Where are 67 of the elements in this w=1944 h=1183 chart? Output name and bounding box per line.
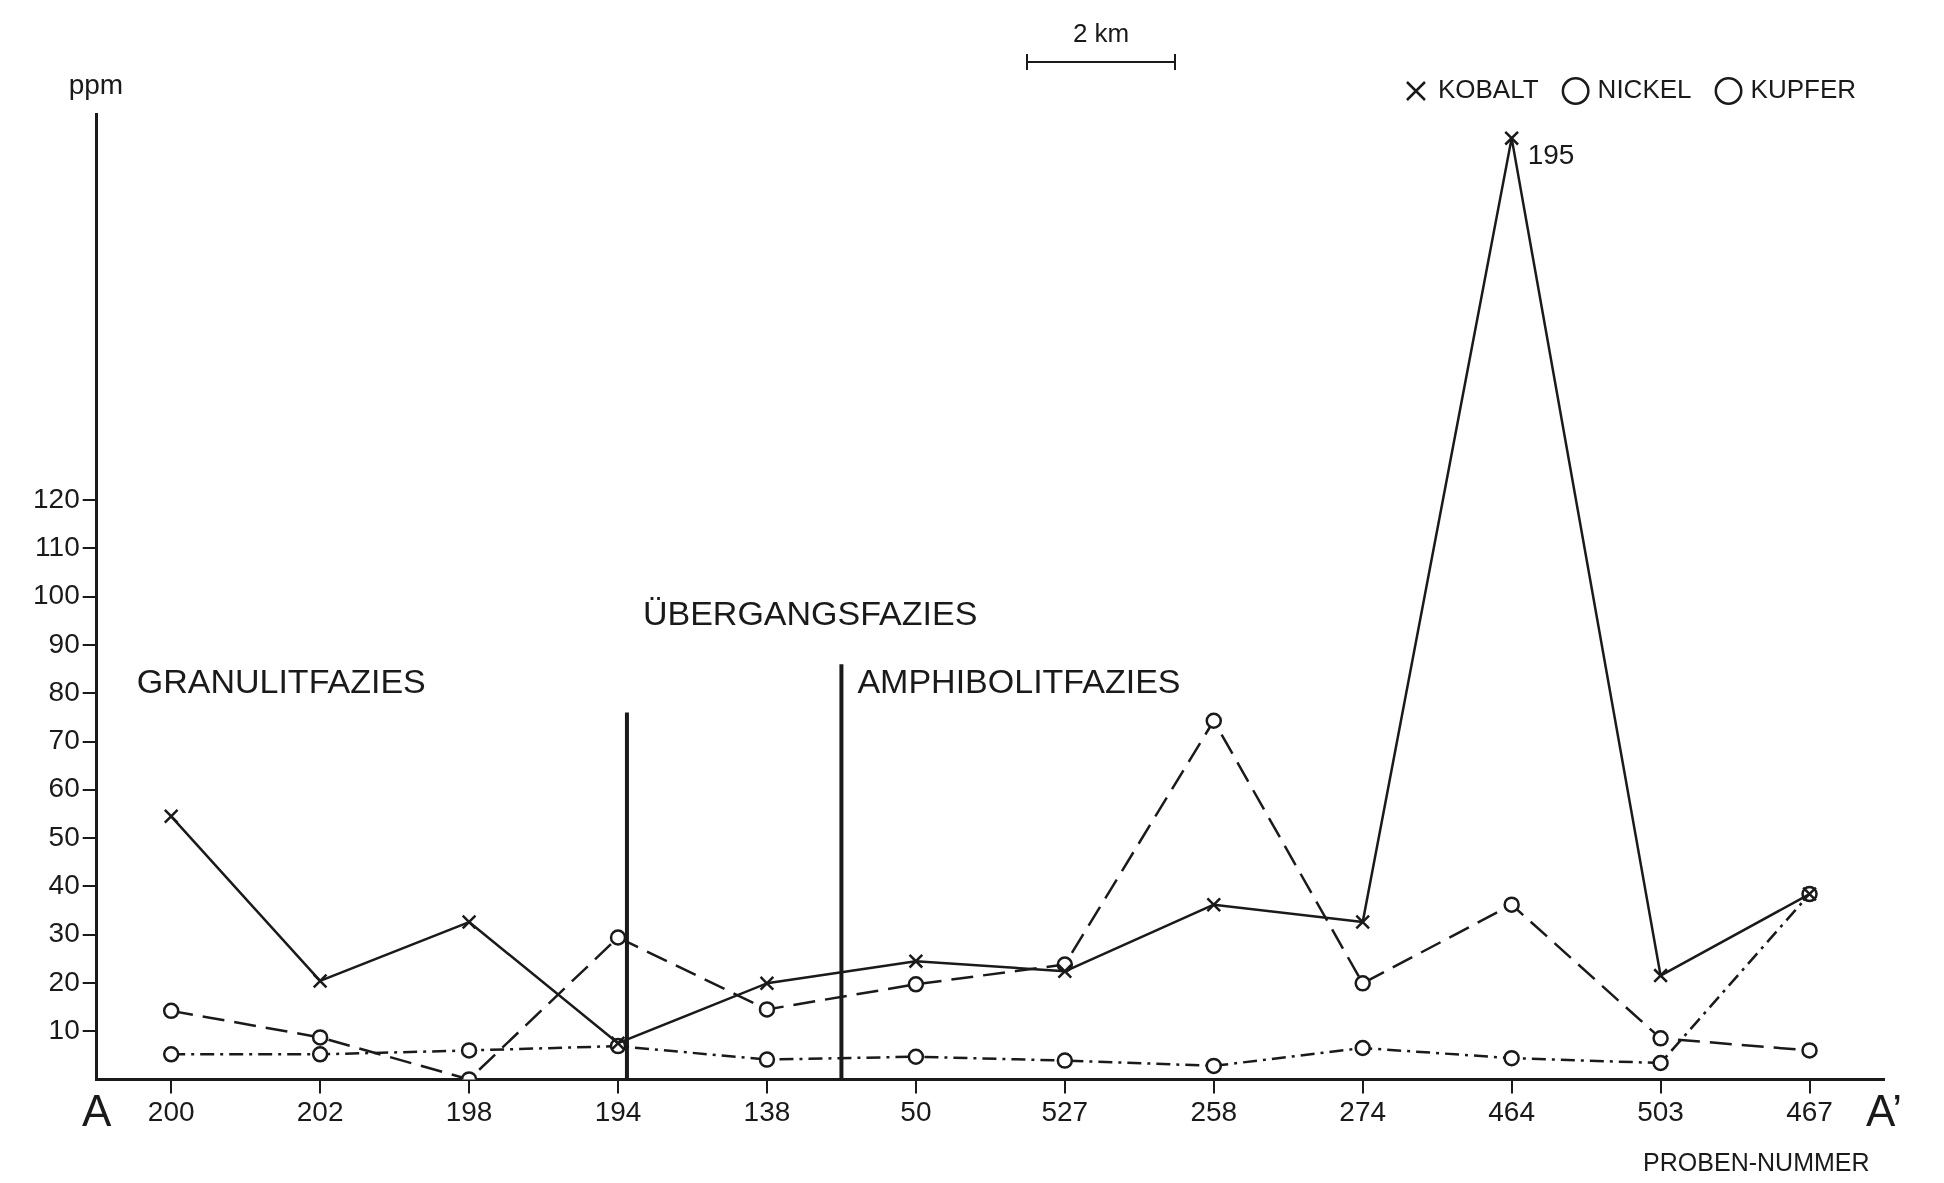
- point: [162, 1046, 180, 1063]
- point: [609, 929, 627, 946]
- point: [908, 953, 924, 969]
- x-tick-label: 194: [594, 1095, 642, 1127]
- point: [461, 914, 477, 930]
- point: [1354, 975, 1371, 992]
- point: [1354, 1039, 1371, 1057]
- point: [1057, 963, 1073, 979]
- y-tick-label: 40: [48, 869, 80, 901]
- point: [1652, 968, 1669, 984]
- x-tick-label: 464: [1488, 1095, 1536, 1127]
- x-tick-label: 138: [743, 1095, 791, 1127]
- point: [1503, 896, 1520, 913]
- point: [907, 1048, 925, 1065]
- x-tick-label: 50: [900, 1095, 932, 1127]
- x-tick-label: 274: [1339, 1095, 1387, 1127]
- point: [1652, 1030, 1669, 1047]
- legend-label: NICKEL: [1597, 74, 1692, 105]
- point: [1205, 1057, 1223, 1075]
- point: [758, 1001, 776, 1018]
- y-tick-label: 30: [48, 917, 80, 949]
- x-tick-label: 200: [147, 1095, 195, 1127]
- legend-label: KOBALT: [1437, 74, 1539, 105]
- annotation: GRANULITFAZIES: [136, 661, 426, 700]
- text: A: [82, 1085, 113, 1135]
- y-tick-label: 80: [48, 675, 80, 707]
- y-tick-label: 10: [48, 1013, 80, 1045]
- y-tick-label: 20: [48, 965, 80, 997]
- point: [1503, 1049, 1520, 1067]
- y-tick-label: 70: [48, 724, 80, 756]
- point: [758, 1051, 776, 1068]
- y-tick-label: 100: [33, 579, 80, 611]
- legend-label: KUPFER: [1750, 74, 1857, 105]
- point: [1205, 712, 1223, 729]
- x-tick-label: 258: [1190, 1095, 1238, 1127]
- point: [460, 1042, 478, 1059]
- y-tick-label: 90: [48, 627, 80, 659]
- point: [163, 808, 179, 824]
- x-tick-label: 527: [1041, 1095, 1089, 1127]
- point: [1056, 1052, 1074, 1069]
- point: [1801, 1042, 1818, 1059]
- x-axis-title: PROBEN-NUMMER: [1643, 1147, 1870, 1176]
- text: 2 km: [1071, 18, 1131, 49]
- x-tick-label: 503: [1637, 1095, 1684, 1127]
- x-tick-label: 202: [296, 1095, 344, 1127]
- point: [1355, 914, 1371, 930]
- y-tick-label: 120: [33, 482, 80, 514]
- point: [610, 1035, 626, 1051]
- data-label: 195: [1527, 138, 1575, 170]
- x-tick-label: 467: [1786, 1095, 1833, 1127]
- y-tick-label: 50: [48, 820, 80, 852]
- point: [162, 1002, 180, 1020]
- point: [311, 1046, 329, 1063]
- point: [312, 973, 328, 989]
- point: [1504, 130, 1520, 146]
- y-tick-label: 60: [48, 772, 80, 804]
- y-tick-label: 110: [35, 531, 80, 563]
- x-tick-label: 198: [445, 1095, 493, 1127]
- point: [759, 975, 775, 991]
- y-axis-title: ppm: [68, 68, 124, 100]
- point: [1652, 1054, 1669, 1072]
- point: [1206, 897, 1222, 913]
- annotation: ÜBERGANGSFAZIES: [642, 594, 978, 633]
- text: A’: [1866, 1085, 1902, 1135]
- annotation: AMPHIBOLITFAZIES: [857, 661, 1181, 700]
- point: [311, 1029, 329, 1046]
- point: [907, 976, 925, 993]
